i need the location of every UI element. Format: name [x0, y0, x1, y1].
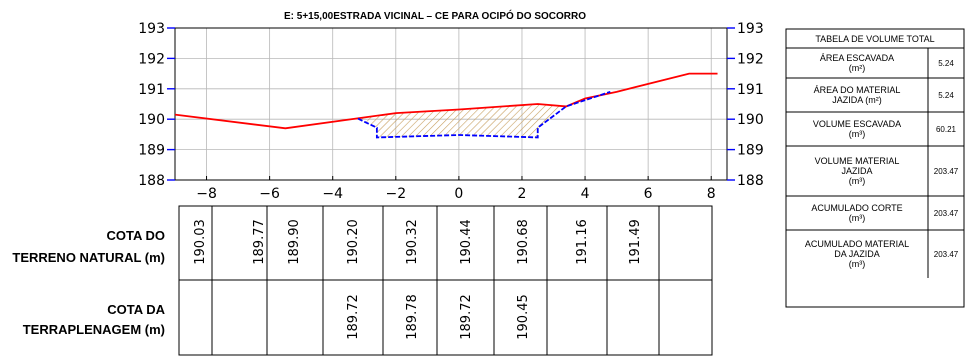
y-tick-label-right: 193 — [737, 21, 764, 37]
y-tick-label-left: 190 — [138, 112, 165, 128]
grading-values: 189.72 189.78 189.72 190.45 — [346, 294, 531, 340]
volume-row-label: (m³) — [849, 259, 866, 269]
terrain-value: 190.32 — [405, 219, 420, 265]
terrain-value: 191.16 — [575, 219, 590, 265]
volume-row-label: (m²) — [849, 63, 866, 73]
y-tick-label-left: 188 — [138, 173, 165, 189]
terrain-line — [174, 72, 718, 130]
terrain-value: 189.77 — [252, 219, 267, 265]
y-tick-label-left: 193 — [138, 21, 165, 37]
volume-row-label: VOLUME ESCAVADA — [813, 119, 901, 129]
volume-row-value: 5.24 — [938, 91, 954, 100]
volume-row-label: DA JAZIDA — [834, 249, 880, 259]
terrain-value: 190.68 — [516, 219, 531, 265]
volume-row-label: (m³) — [849, 176, 866, 186]
x-tick-label: 2 — [518, 186, 527, 202]
volume-row-value: 203.47 — [934, 167, 959, 176]
y-tick-label-right: 188 — [737, 173, 764, 189]
plot-grid — [175, 27, 727, 181]
y-tick-label-right: 189 — [737, 143, 764, 159]
terrain-values: 190.03 189.77 189.90 190.20 190.32 190.44 190.… — [193, 219, 643, 265]
x-tick-label: −6 — [259, 186, 280, 202]
terrain-value: 191.49 — [628, 219, 643, 265]
x-tick-label: 8 — [707, 186, 716, 202]
y-tick-label-left: 189 — [138, 143, 165, 159]
terrain-row-label-1: COTA DO — [107, 228, 166, 243]
grading-row-label-2: TERRAPLENAGEM (m) — [23, 322, 165, 337]
volume-row-label: ÁREA DO MATERIAL — [814, 85, 901, 95]
grading-value: 189.78 — [405, 294, 420, 340]
y-tick-label-right: 192 — [737, 51, 764, 67]
volume-row-label: ÁREA ESCAVADA — [820, 53, 894, 63]
volume-row-label: JAZIDA (m²) — [832, 95, 882, 105]
plot-frame — [174, 27, 728, 181]
terrain-value: 190.20 — [346, 219, 361, 265]
volume-row-label: (m³) — [849, 213, 866, 223]
y-tick-label-right: 191 — [737, 82, 764, 98]
x-tick-label: −8 — [196, 186, 217, 202]
terrain-value: 190.03 — [193, 219, 208, 265]
x-tick-label: −2 — [385, 186, 406, 202]
volume-row-label: JAZIDA — [841, 166, 872, 176]
volume-row-value: 5.24 — [938, 59, 954, 68]
volume-row-label: ACUMULADO MATERIAL — [805, 239, 909, 249]
volume-row-value: 203.47 — [934, 209, 959, 218]
terrain-value: 190.44 — [459, 219, 474, 265]
plot-axes: −8 −6 −4 −2 0 2 4 6 8 188 188 189 189 190 190 191 191 192… — [138, 21, 763, 202]
x-tick-label: 0 — [454, 186, 463, 202]
volume-table-header: TABELA DE VOLUME TOTAL — [815, 34, 934, 44]
volume-row-label: ACUMULADO CORTE — [811, 203, 902, 213]
excavation-area — [357, 91, 611, 138]
grading-row-label-1: COTA DA — [107, 302, 165, 317]
grading-value: 189.72 — [346, 294, 361, 340]
volume-row-label: (m³) — [849, 129, 866, 139]
terrain-row-label-2: TERRENO NATURAL (m) — [12, 250, 165, 265]
grading-line — [357, 90, 611, 139]
x-tick-label: 6 — [644, 186, 653, 202]
volume-row-value: 60.21 — [936, 125, 957, 134]
x-tick-label: −4 — [322, 186, 343, 202]
profile-lines — [174, 72, 718, 139]
volume-table: TABELA DE VOLUME TOTAL ÁREA ESCAVADA(m²)… — [785, 28, 965, 308]
excavation-hatch — [357, 91, 611, 138]
grading-value: 190.45 — [516, 294, 531, 340]
x-tick-label: 4 — [581, 186, 590, 202]
grading-value: 189.72 — [459, 294, 474, 340]
y-tick-label-right: 190 — [737, 112, 764, 128]
elevation-table — [178, 205, 713, 356]
y-tick-label-left: 191 — [138, 82, 165, 98]
terrain-value: 189.90 — [287, 219, 302, 265]
volume-row-label: VOLUME MATERIAL — [815, 156, 900, 166]
chart-title: E: 5+15,00ESTRADA VICINAL – CE PARA OCIP… — [284, 9, 586, 22]
volume-row-value: 203.47 — [934, 250, 959, 259]
y-tick-label-left: 192 — [138, 51, 165, 67]
